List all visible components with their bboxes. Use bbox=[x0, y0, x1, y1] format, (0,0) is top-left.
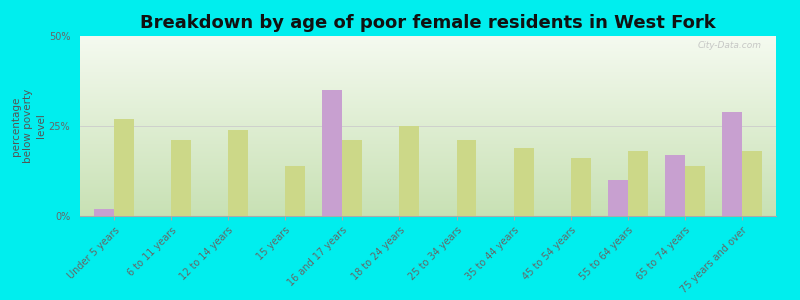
Bar bbox=[742, 151, 762, 216]
Bar bbox=[114, 119, 134, 216]
Bar bbox=[322, 90, 342, 216]
Y-axis label: percentage
below poverty
level: percentage below poverty level bbox=[11, 89, 46, 163]
Title: Breakdown by age of poor female residents in West Fork: Breakdown by age of poor female resident… bbox=[140, 14, 716, 32]
Bar bbox=[286, 166, 306, 216]
Bar bbox=[665, 155, 685, 216]
Bar bbox=[94, 209, 114, 216]
Bar bbox=[399, 126, 419, 216]
Bar bbox=[228, 130, 248, 216]
Bar bbox=[722, 112, 742, 216]
Bar bbox=[685, 166, 705, 216]
Bar bbox=[628, 151, 648, 216]
Bar bbox=[608, 180, 628, 216]
Bar bbox=[570, 158, 590, 216]
Text: City-Data.com: City-Data.com bbox=[698, 41, 762, 50]
Bar bbox=[171, 140, 191, 216]
Bar bbox=[514, 148, 534, 216]
Bar bbox=[457, 140, 477, 216]
Bar bbox=[342, 140, 362, 216]
